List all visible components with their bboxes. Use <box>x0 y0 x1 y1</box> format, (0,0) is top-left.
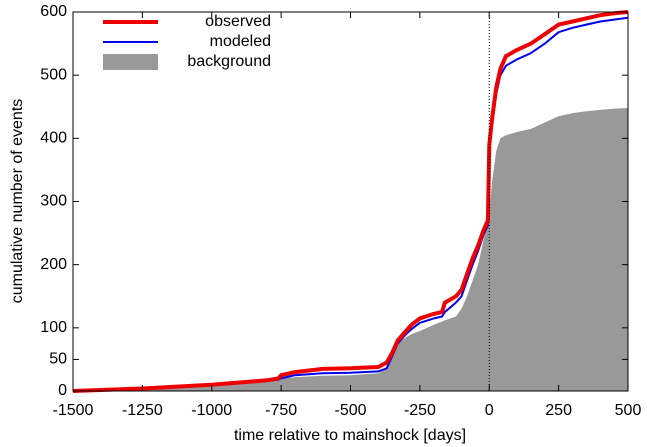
x-tick-label: -1000 <box>191 402 232 419</box>
y-tick-label: 400 <box>40 130 67 147</box>
y-tick-label: 0 <box>58 382 67 399</box>
y-tick-label: 200 <box>40 256 67 273</box>
x-tick-label: -500 <box>334 402 366 419</box>
y-axis-label: cumulative number of events <box>9 99 26 304</box>
legend-label: background <box>187 53 271 70</box>
x-tick-label: 0 <box>485 402 494 419</box>
legend-label: observed <box>205 13 271 30</box>
x-axis-label: time relative to mainshock [days] <box>234 427 466 444</box>
y-tick-label: 50 <box>49 351 67 368</box>
y-tick-label: 300 <box>40 193 67 210</box>
y-tick-label: 500 <box>40 66 67 83</box>
legend-swatch <box>103 54 158 70</box>
x-tick-label: -1500 <box>53 402 94 419</box>
line <box>72 16 629 392</box>
area <box>73 108 628 391</box>
x-tick-label: 250 <box>545 402 572 419</box>
y-tick-label: 100 <box>40 319 67 336</box>
x-tick-label: 500 <box>615 402 642 419</box>
x-tick-label: -750 <box>265 402 297 419</box>
x-tick-label: -250 <box>404 402 436 419</box>
legend-label: modeled <box>210 33 271 50</box>
line <box>72 10 629 393</box>
y-tick-label: 600 <box>40 3 67 20</box>
x-tick-label: -1250 <box>122 402 163 419</box>
